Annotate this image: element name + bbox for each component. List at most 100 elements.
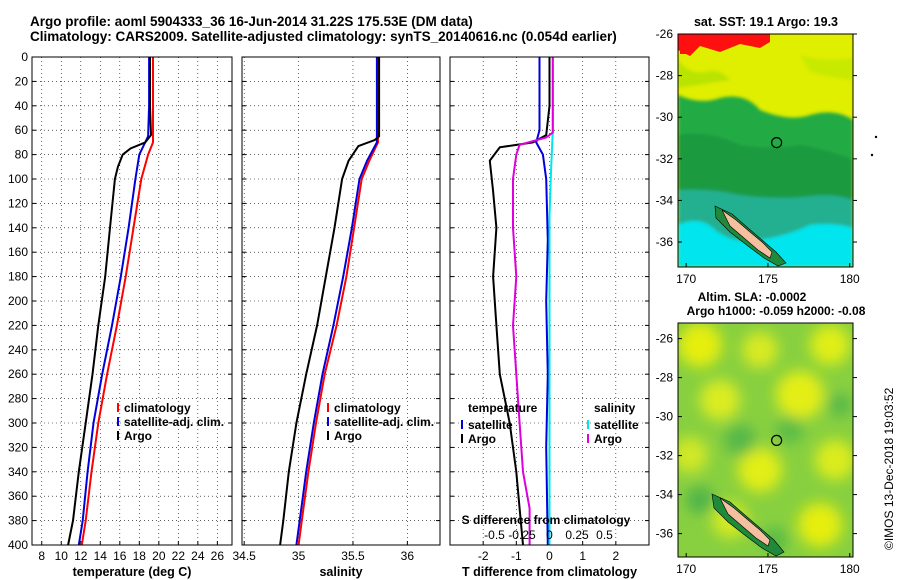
plot-frame (449, 56, 650, 546)
map-x-tick-label: 180 (840, 272, 860, 286)
legend-label: Argo (334, 429, 362, 443)
legend-label: satellite (468, 418, 513, 432)
series-line-climatology (297, 57, 379, 546)
plot-frame (241, 56, 441, 546)
depth-tick-label: 220 (8, 318, 28, 332)
map-x-tick-label: 175 (758, 562, 778, 576)
depth-tick-label: 20 (15, 74, 29, 88)
map-x-tick-label: 175 (758, 272, 778, 286)
x-axis-label: salinity (319, 565, 362, 579)
edge-mark (870, 153, 874, 157)
x-tick-label: 10 (55, 549, 69, 563)
land-new-zealand-2 (711, 493, 785, 557)
map-y-tick-label: -34 (656, 488, 674, 502)
map-y-tick-label: -26 (656, 27, 674, 41)
x-tick-label: 14 (94, 549, 108, 563)
land-new-zealand-1 (714, 205, 787, 267)
map-y-tick-label: -32 (656, 449, 674, 463)
map-y-tick-label: -36 (656, 235, 674, 249)
x-tick-label: 22 (172, 549, 186, 563)
x-tick-label: 35.5 (341, 549, 365, 563)
depth-tick-label: 120 (8, 196, 28, 210)
map-x-tick-label: 170 (676, 562, 696, 576)
depth-tick-label: 140 (8, 221, 28, 235)
map-y-tick-label: -32 (656, 152, 674, 166)
depth-tick-label: 320 (8, 440, 28, 454)
depth-tick-label: 360 (8, 489, 28, 503)
sst-map-frame (677, 33, 854, 268)
x-tick-label: 36 (401, 549, 415, 563)
legend-heading-salinity: salinity (594, 401, 636, 415)
legend-heading-temperature: temperature (468, 401, 538, 415)
legend-label: Argo (124, 429, 152, 443)
legend-label: Argo (468, 432, 496, 446)
x-axis-label: T difference from climatology (462, 565, 637, 579)
x-tick-label: 8 (38, 549, 45, 563)
argo-location-marker (771, 136, 783, 149)
map-y-tick-label: -28 (656, 371, 674, 385)
figure-title-line2: Climatology: CARS2009. Satellite-adjuste… (30, 29, 617, 44)
series-line-argo (67, 57, 153, 546)
legend-label: satellite-adj. clim. (334, 415, 434, 429)
depth-tick-label: 100 (8, 172, 28, 186)
sst-map-title: sat. SST: 19.1 Argo: 19.3 (694, 15, 838, 29)
difference-profile-panel: -2 -1 0 1 2 T difference from climatology temp… (449, 56, 650, 579)
depth-tick-label: 380 (8, 514, 28, 528)
depth-tick-label: 280 (8, 392, 28, 406)
sla-field (678, 323, 853, 557)
x-tick-label: 35 (292, 549, 306, 563)
legend-label: climatology (124, 401, 191, 415)
depth-tick-label: 240 (8, 343, 28, 357)
legend-label: climatology (334, 401, 401, 415)
sst-map-axes: 170 175 180 -26 -28 -30 -32 -34 -36 (656, 27, 860, 286)
x-tick-label: 0 (546, 549, 553, 563)
x-tick-label: 20 (152, 549, 166, 563)
legend-label: satellite-adj. clim. (124, 415, 224, 429)
argo-location-marker (771, 434, 783, 446)
sla-map-frame (677, 322, 854, 558)
series-line-temperature-satellite (535, 57, 549, 546)
series-line-satellite-adj-clim- (295, 57, 378, 546)
s-tick-label: -0.25 (508, 528, 536, 542)
depth-tick-label: 180 (8, 270, 28, 284)
x-tick-label: 2 (612, 549, 619, 563)
x-tick-label: -1 (511, 549, 522, 563)
map-x-tick-label: 180 (840, 562, 860, 576)
depth-tick-label: 260 (8, 367, 28, 381)
map-y-tick-label: -30 (656, 110, 674, 124)
map-x-tick-label: 170 (676, 272, 696, 286)
legend-label: satellite (594, 418, 639, 432)
plot-frame (31, 56, 233, 546)
s-tick-label: 0 (546, 528, 553, 542)
s-tick-label: 0.25 (565, 528, 589, 542)
depth-tick-label: 400 (8, 538, 28, 552)
imos-watermark: ©IMOS 13-Dec-2018 19:03:52 (882, 387, 896, 550)
x-axis-label: temperature (deg C) (73, 565, 192, 579)
series-line-temperature-argo (488, 57, 551, 546)
sla-map-title: Altim. SLA: -0.0002 (698, 290, 807, 304)
map-y-tick-label: -26 (656, 332, 674, 346)
temperature-profile-panel: 8 10 12 14 16 18 20 22 24 26020406080100120140160… (8, 50, 233, 579)
depth-tick-label: 160 (8, 245, 28, 259)
sst-field (678, 34, 853, 267)
x-tick-label: 16 (113, 549, 127, 563)
x-tick-label: 1 (579, 549, 586, 563)
depth-tick-label: 80 (15, 148, 29, 162)
depth-tick-label: 340 (8, 465, 28, 479)
x-tick-label: 24 (191, 549, 205, 563)
sla-map-subtitle: Argo h1000: -0.059 h2000: -0.08 (687, 304, 866, 318)
s-tick-label: 0.5 (596, 528, 613, 542)
map-y-tick-label: -28 (656, 69, 674, 83)
x-tick-label: 26 (211, 549, 225, 563)
s-tick-label: -0.5 (484, 528, 505, 542)
x-tick-label: 34.5 (232, 549, 256, 563)
sst-map-panel: sat. SST: 19.1 Argo: 19.3 170 175 180 -26 -2… (656, 15, 860, 286)
depth-tick-label: 60 (15, 123, 29, 137)
series-line-satellite-adj-clim- (77, 57, 151, 546)
edge-mark (874, 135, 878, 139)
legend-label: Argo (594, 432, 622, 446)
series-line-climatology (80, 57, 154, 546)
sla-map-panel: Altim. SLA: -0.0002 Argo h1000: -0.059 h… (656, 290, 866, 576)
depth-tick-label: 300 (8, 416, 28, 430)
x-tick-label: 12 (74, 549, 88, 563)
